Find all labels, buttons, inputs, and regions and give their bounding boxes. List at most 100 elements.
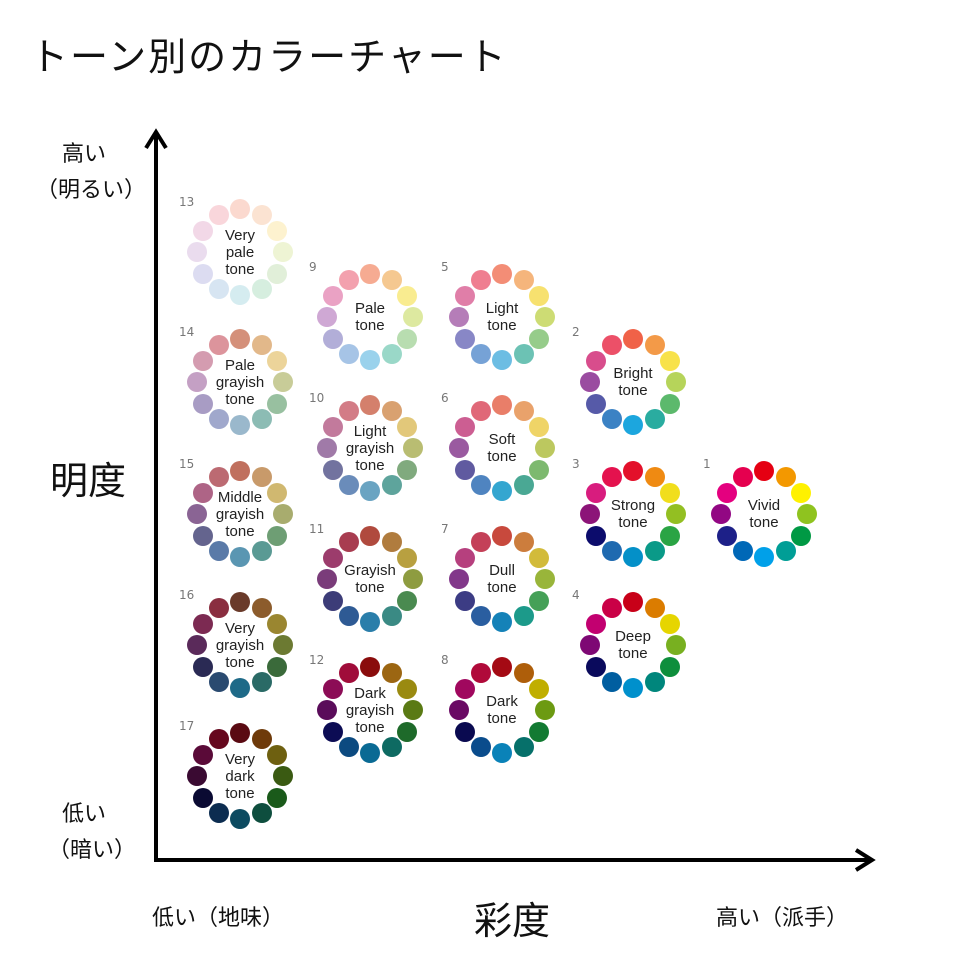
color-dot: [187, 635, 207, 655]
tone-wheel-3: 3 Strong tone: [572, 457, 688, 569]
tone-wheel-1: 1 Vivid tone: [703, 457, 819, 569]
color-dot: [360, 657, 380, 677]
color-dot: [397, 590, 418, 611]
tone-wheel-8: 8 Dark tone: [441, 653, 557, 765]
tone-name: Light grayish tone: [345, 422, 395, 474]
color-dot: [397, 328, 418, 349]
tone-name: Vivid tone: [747, 497, 781, 531]
color-dot: [208, 597, 229, 618]
color-dot: [660, 525, 681, 546]
color-dot: [529, 285, 550, 306]
color-dot: [791, 482, 812, 503]
color-dot: [492, 743, 512, 763]
color-dot: [322, 678, 343, 699]
tone-name: Very grayish tone: [215, 619, 265, 671]
color-dot: [273, 504, 293, 524]
color-dot: [492, 350, 512, 370]
color-dot: [660, 482, 681, 503]
color-dot: [470, 737, 491, 758]
color-dot: [273, 766, 293, 786]
color-dot: [492, 481, 512, 501]
color-dot: [529, 721, 550, 742]
color-dot: [360, 526, 380, 546]
color-dot: [230, 723, 250, 743]
color-dot: [192, 482, 213, 503]
color-dot: [732, 541, 753, 562]
color-dot: [535, 569, 555, 589]
color-dot: [230, 285, 250, 305]
tone-number: 3: [572, 457, 580, 471]
color-dot: [192, 744, 213, 765]
color-dot: [623, 329, 643, 349]
color-dot: [251, 803, 272, 824]
color-dot: [187, 242, 207, 262]
tone-number: 7: [441, 522, 449, 536]
color-dot: [267, 350, 288, 371]
color-dot: [454, 721, 475, 742]
color-dot: [644, 466, 665, 487]
tone-name: Pale tone: [354, 300, 386, 334]
color-dot: [192, 613, 213, 634]
color-dot: [208, 409, 229, 430]
color-dot: [381, 344, 402, 365]
tone-number: 13: [179, 195, 195, 209]
y-axis-high-note: （明るい）: [36, 178, 147, 203]
color-dot: [381, 475, 402, 496]
color-dot: [230, 461, 250, 481]
tone-number: 5: [441, 260, 449, 274]
color-dot: [470, 662, 491, 683]
color-dot: [513, 344, 534, 365]
color-dot: [449, 569, 469, 589]
color-dot: [251, 728, 272, 749]
color-dot: [529, 459, 550, 480]
color-dot: [754, 461, 774, 481]
color-dot: [732, 466, 753, 487]
tone-number: 9: [309, 260, 317, 274]
color-dot: [403, 700, 423, 720]
color-dot: [322, 416, 343, 437]
color-dot: [623, 592, 643, 612]
tone-wheel-15: 15 Middle grayish tone: [179, 457, 295, 569]
color-dot: [338, 531, 359, 552]
tone-number: 8: [441, 653, 449, 667]
x-axis-low-label: 低い（地味）: [152, 906, 285, 931]
color-dot: [403, 438, 423, 458]
color-dot: [267, 263, 288, 284]
color-dot: [580, 635, 600, 655]
color-dot: [601, 334, 622, 355]
color-dot: [397, 547, 418, 568]
color-dot: [360, 481, 380, 501]
color-dot: [711, 504, 731, 524]
color-dot: [529, 590, 550, 611]
color-dot: [381, 400, 402, 421]
color-dot: [601, 597, 622, 618]
color-dot: [470, 400, 491, 421]
color-dot: [208, 204, 229, 225]
tone-name: Light tone: [485, 300, 519, 334]
tone-number: 6: [441, 391, 449, 405]
color-dot: [273, 372, 293, 392]
color-dot: [267, 525, 288, 546]
color-dot: [513, 475, 534, 496]
color-dot: [322, 721, 343, 742]
color-dot: [397, 678, 418, 699]
tone-number: 10: [309, 391, 325, 405]
color-dot: [535, 700, 555, 720]
color-dot: [775, 541, 796, 562]
color-dot: [470, 344, 491, 365]
color-dot: [601, 466, 622, 487]
color-dot: [381, 737, 402, 758]
color-dot: [360, 264, 380, 284]
tone-wheel-6: 6 Soft tone: [441, 391, 557, 503]
color-dot: [230, 678, 250, 698]
color-dot: [208, 279, 229, 300]
tone-name: Dark grayish tone: [345, 684, 395, 736]
color-dot: [585, 482, 606, 503]
color-dot: [644, 541, 665, 562]
tone-wheel-5: 5 Light tone: [441, 260, 557, 372]
color-dot: [251, 466, 272, 487]
color-dot: [192, 787, 213, 808]
color-dot: [397, 721, 418, 742]
color-dot: [585, 613, 606, 634]
